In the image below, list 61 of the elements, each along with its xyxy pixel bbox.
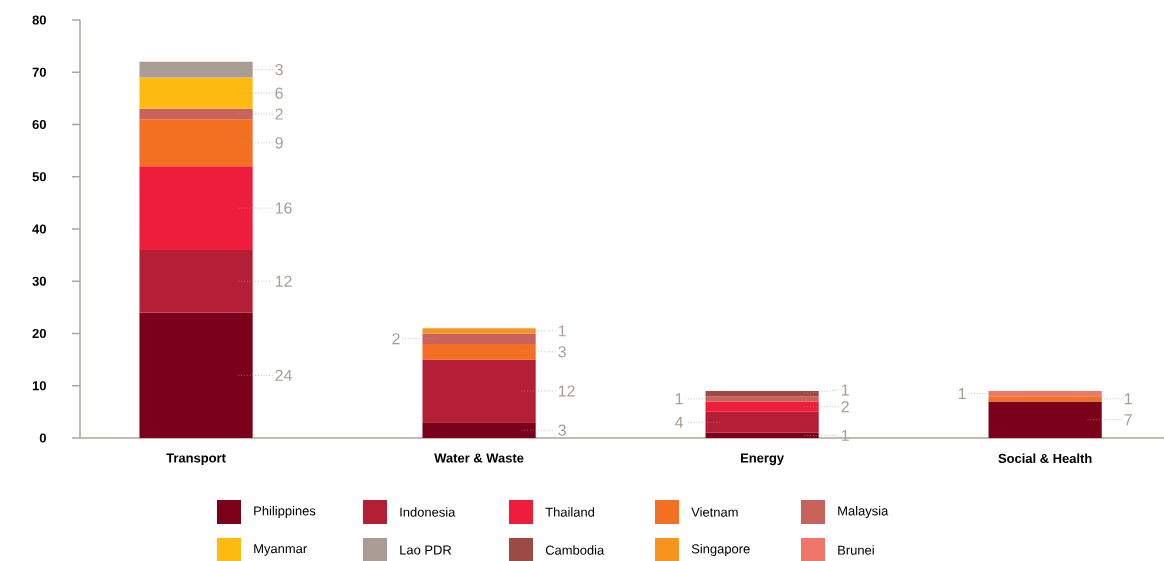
data-label: 2 bbox=[275, 108, 283, 120]
x-tick-label: Energy bbox=[741, 453, 784, 466]
bar bbox=[422, 328, 536, 334]
data-label: 3 bbox=[558, 424, 566, 436]
bar bbox=[705, 411, 819, 433]
y-tick-label: 30 bbox=[32, 276, 46, 286]
data-label: 6 bbox=[275, 87, 283, 99]
bar bbox=[705, 390, 819, 397]
legend-label: Brunei bbox=[838, 545, 874, 555]
bar bbox=[705, 401, 819, 412]
bar bbox=[988, 396, 1102, 402]
legend-label: Vietnam bbox=[691, 507, 738, 517]
bar bbox=[139, 166, 253, 250]
x-tick-label: Water & Waste bbox=[434, 453, 524, 463]
legend-label: Lao PDR bbox=[400, 545, 452, 555]
y-tick-label: 20 bbox=[32, 328, 46, 339]
data-label: 2 bbox=[392, 333, 400, 345]
legend-label: Myanmar bbox=[254, 544, 307, 556]
data-label: 9 bbox=[275, 137, 283, 149]
y-tick-label: 40 bbox=[32, 224, 46, 234]
bar bbox=[988, 390, 1102, 397]
y-tick-label: 80 bbox=[32, 15, 46, 25]
bar bbox=[422, 359, 536, 423]
bar bbox=[139, 312, 253, 438]
x-tick-label: Social & Health bbox=[998, 453, 1092, 464]
data-label: 12 bbox=[275, 275, 292, 287]
bar bbox=[139, 77, 253, 109]
data-label: 2 bbox=[841, 401, 849, 413]
data-label: 1 bbox=[1124, 393, 1132, 405]
data-label: 3 bbox=[275, 63, 283, 76]
legend-label: Thailand bbox=[545, 507, 595, 517]
legend-label: Indonesia bbox=[400, 507, 456, 517]
bar bbox=[139, 119, 253, 167]
legend-label: Singapore bbox=[691, 543, 750, 557]
data-label: 12 bbox=[558, 385, 575, 397]
bar bbox=[139, 108, 253, 120]
bar bbox=[139, 249, 253, 313]
bar bbox=[705, 396, 819, 402]
bar bbox=[422, 422, 536, 438]
data-label: 1 bbox=[958, 388, 966, 400]
data-label: 1 bbox=[558, 325, 566, 337]
y-tick-label: 60 bbox=[32, 119, 46, 130]
data-label: 1 bbox=[841, 384, 849, 396]
data-label: 7 bbox=[1124, 414, 1132, 426]
y-tick-label: 10 bbox=[32, 381, 46, 391]
bar bbox=[705, 432, 819, 438]
data-label: 1 bbox=[675, 393, 683, 405]
y-tick-label: 70 bbox=[32, 67, 46, 77]
data-label: 24 bbox=[275, 369, 292, 381]
data-label: 4 bbox=[674, 416, 684, 428]
legend-label: Malaysia bbox=[838, 505, 889, 519]
x-tick-label: Transport bbox=[166, 453, 226, 466]
data-label: 16 bbox=[275, 202, 292, 214]
y-tick-label: 0 bbox=[39, 433, 46, 443]
bar bbox=[988, 401, 1102, 438]
legend-label: Philippines bbox=[254, 505, 316, 519]
bar bbox=[422, 333, 536, 344]
y-tick-label: 50 bbox=[32, 172, 46, 182]
data-label: 3 bbox=[558, 346, 566, 358]
bar bbox=[422, 343, 536, 360]
legend-label: Cambodia bbox=[545, 545, 605, 555]
